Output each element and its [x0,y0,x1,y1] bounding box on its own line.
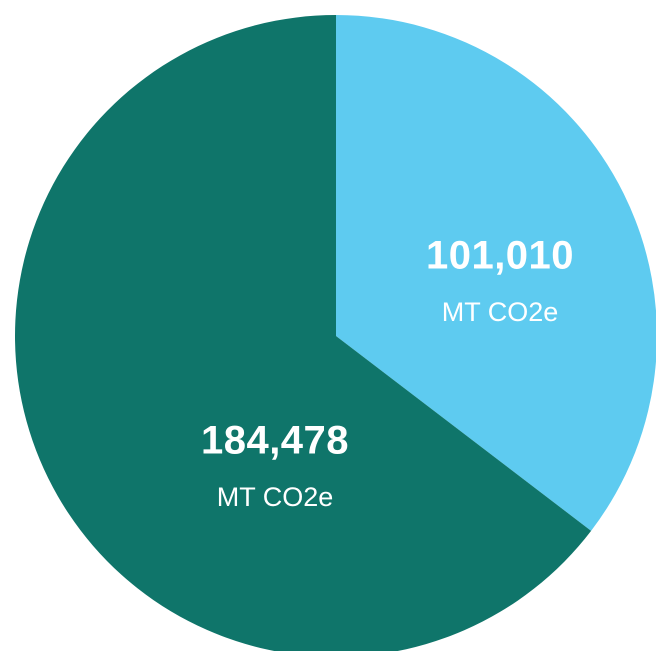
unit-label: MT CO2e [442,297,559,327]
value-label: 101,010 [426,234,574,278]
pie-slice [336,15,656,531]
pie-slice [15,15,592,651]
unit-label: MT CO2e [217,482,334,512]
value-label: 184,478 [201,419,349,463]
